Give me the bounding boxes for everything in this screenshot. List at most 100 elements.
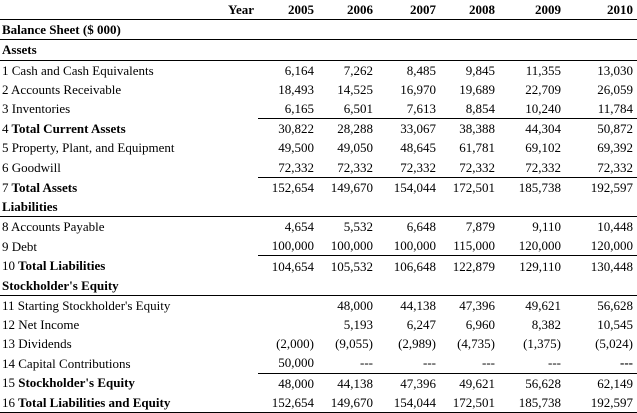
line-number: 11	[2, 297, 15, 313]
value-cell: (4,735)	[457, 336, 495, 352]
value-cell: (5,024)	[595, 336, 633, 352]
value-cell: 192,597	[590, 179, 633, 195]
value-cell: 47,396	[400, 375, 436, 391]
section-heading: Assets	[0, 39, 637, 61]
value-cell: 49,621	[525, 297, 561, 313]
line-item-label: 14 Capital Contributions	[0, 353, 258, 373]
value-cell: 6,960	[465, 317, 495, 333]
value-cell: 16,970	[400, 81, 436, 97]
line-item-label: 12 Net Income	[0, 315, 258, 334]
section-heading: Liabilities	[0, 196, 637, 218]
value-cell: 11,355	[525, 62, 561, 78]
value-cell: 10,448	[597, 219, 633, 235]
line-label: Net Income	[18, 317, 80, 333]
value-cell: 149,670	[318, 392, 377, 413]
value-cell: 100,000	[318, 236, 377, 257]
value-cell: (2,000)	[276, 336, 314, 352]
line-item-row: 6 Goodwill 72,332 72,332 72,332 72,332 72,332…	[0, 157, 637, 178]
value-cell: 105,532	[330, 258, 373, 274]
value-cell: 5,193	[343, 317, 373, 333]
value-cell: 19,689	[459, 81, 495, 97]
header-row: Year 2005 2006 2007 2008 2009 2010	[0, 0, 637, 21]
value-cell: 6,165	[258, 98, 318, 120]
line-item-label: 8 Accounts Payable	[0, 217, 258, 237]
line-label: Total Liabilities and Equity	[18, 394, 171, 410]
value-cell: 122,879	[452, 258, 495, 274]
value-cell: 10,240	[499, 98, 565, 120]
value-cell: 13,030	[597, 62, 633, 78]
value-cell: 62,149	[597, 375, 633, 391]
value-cell: ---	[377, 353, 440, 374]
line-number: 1	[2, 62, 9, 78]
line-label: Capital Contributions	[18, 355, 131, 371]
year-header: 2005	[258, 0, 318, 21]
value-cell: 18,493	[278, 81, 314, 97]
year-header: 2007	[377, 0, 440, 21]
line-item-row: 3 Inventories 6,165 6,501 7,613 8,854 10,240 1…	[0, 98, 637, 120]
year-label: Year	[0, 0, 258, 21]
line-item-row: 5 Property, Plant, and Equipment 49,500 49…	[0, 138, 637, 157]
value-cell	[258, 315, 318, 334]
line-item-row: 11 Starting Stockholder's Equity 48,000 44…	[0, 295, 637, 315]
value-cell: 38,388	[459, 121, 495, 137]
value-cell: (2,989)	[398, 336, 436, 352]
value-cell: 115,000	[440, 236, 499, 257]
line-item-label: 2 Accounts Receivable	[0, 80, 258, 99]
value-cell: 11,784	[565, 98, 637, 120]
sheet-title: Balance Sheet ($ 000)	[0, 19, 637, 41]
line-label: Starting Stockholder's Equity	[17, 297, 171, 313]
value-cell: 120,000	[565, 236, 637, 257]
value-cell: 149,670	[330, 179, 373, 195]
value-cell: 50,000	[258, 353, 318, 374]
line-label: Cash and Cash Equivalents	[11, 62, 154, 78]
line-item-label: 6 Goodwill	[0, 158, 258, 178]
value-cell: 120,000	[499, 236, 565, 257]
line-number: 9	[2, 238, 9, 254]
value-cell: 44,138	[337, 375, 373, 391]
line-item-row: 16 Total Liabilities and Equity 152,654 14…	[0, 392, 637, 413]
section-heading: Stockholder's Equity	[0, 275, 637, 296]
line-item-label: 7 Total Assets	[0, 177, 258, 197]
line-label: Inventories	[11, 101, 71, 117]
value-cell: 100,000	[258, 236, 318, 257]
line-item-label: 11 Starting Stockholder's Equity	[0, 295, 258, 315]
value-cell	[258, 295, 318, 315]
value-cell: 30,822	[278, 121, 314, 137]
value-cell: 61,781	[459, 140, 495, 156]
title-row: Balance Sheet ($ 000)	[0, 19, 637, 41]
line-item-label: 16 Total Liabilities and Equity	[0, 392, 258, 413]
value-cell: 72,332	[565, 157, 637, 178]
line-item-row: 12 Net Income 5,193 6,247 6,960 8,382 10,545	[0, 315, 637, 334]
line-label: Accounts Payable	[11, 219, 105, 235]
value-cell: 6,164	[284, 62, 314, 78]
line-item-row: 13 Dividends (2,000) (9,055) (2,989) (4,735)…	[0, 334, 637, 353]
value-cell: 8,854	[440, 98, 499, 120]
value-cell: 49,050	[337, 140, 373, 156]
value-cell: 192,597	[565, 392, 637, 413]
line-number: 2	[2, 81, 9, 97]
value-cell: 7,262	[343, 62, 373, 78]
value-cell: 8,485	[406, 62, 436, 78]
year-header: 2006	[318, 0, 377, 21]
value-cell: 154,044	[393, 179, 436, 195]
value-cell: 72,332	[440, 157, 499, 178]
value-cell: 72,332	[258, 157, 318, 178]
value-cell: 6,501	[318, 98, 377, 120]
value-cell: 172,501	[440, 392, 499, 413]
line-number: 12	[2, 317, 15, 333]
line-number: 5	[2, 140, 9, 156]
value-cell: 56,628	[525, 375, 561, 391]
line-label: Debt	[11, 238, 38, 254]
value-cell: 72,332	[377, 157, 440, 178]
year-header: 2009	[499, 0, 565, 21]
value-cell: 10,545	[597, 317, 633, 333]
value-cell: 152,654	[258, 392, 318, 413]
line-label: Accounts Receivable	[11, 81, 122, 97]
value-cell: ---	[318, 353, 377, 374]
value-cell: 8,382	[531, 317, 561, 333]
line-item-row: 8 Accounts Payable 4,654 5,532 6,648 7,879 9,…	[0, 217, 637, 237]
value-cell: 185,738	[518, 179, 561, 195]
value-cell: 69,392	[597, 140, 633, 156]
